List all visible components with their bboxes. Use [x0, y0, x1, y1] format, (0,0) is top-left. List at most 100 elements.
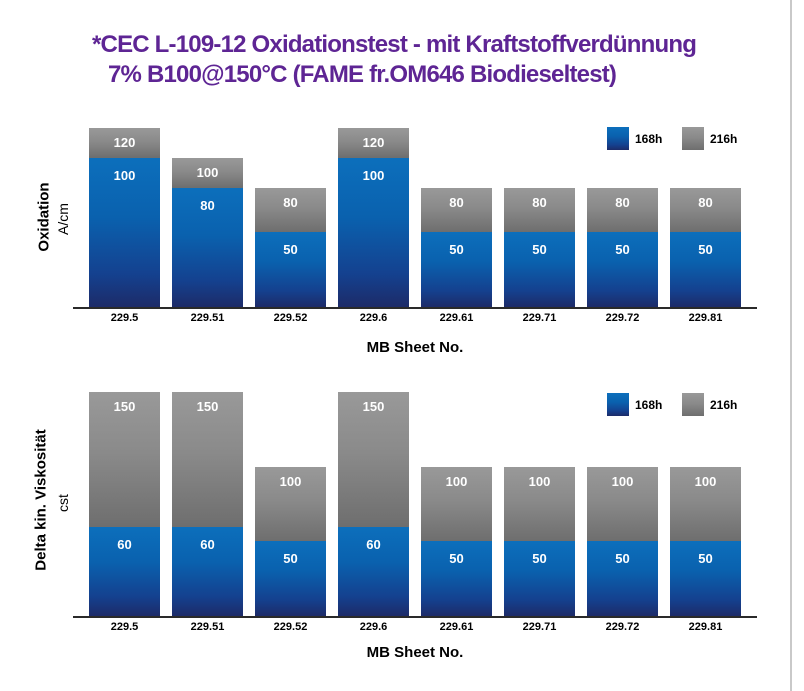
bar-value-216h: 100 [445, 474, 468, 489]
bar-value-216h: 100 [611, 474, 634, 489]
bar-segment-168h [172, 188, 243, 307]
bar-segment-216h [89, 392, 160, 527]
x-axis-line [73, 307, 757, 309]
bar-segment-216h [670, 188, 741, 232]
legend-label-216h: 216h [710, 398, 738, 412]
bar-segment-168h [255, 541, 326, 616]
bar-segment-168h [504, 541, 575, 616]
bar-segment-216h [504, 188, 575, 232]
x-tick-label: 229.6 [359, 312, 388, 324]
x-tick-label: 229.52 [273, 312, 308, 324]
bar-value-168h: 50 [532, 551, 547, 566]
bar-value-168h: 60 [366, 537, 381, 552]
bar-segment-168h [670, 232, 741, 307]
bar-segment-216h [587, 467, 658, 541]
bar-value-216h: 80 [615, 195, 630, 210]
x-tick-label: 229.61 [439, 312, 474, 324]
bar-value-168h: 50 [615, 551, 630, 566]
bar-value-168h: 50 [449, 242, 464, 257]
bar-value-168h: 50 [283, 242, 298, 257]
x-tick-label: 229.5 [110, 312, 139, 324]
y-axis-label: Oxidation [35, 182, 53, 252]
legend-label-168h: 168h [635, 132, 663, 146]
bar-value-216h: 80 [698, 195, 713, 210]
bar-value-168h: 50 [449, 551, 464, 566]
bar-segment-216h [255, 467, 326, 541]
bar-segment-168h [421, 232, 492, 307]
bar-segment-216h [587, 188, 658, 232]
x-tick-label: 229.52 [273, 621, 308, 633]
bar-value-216h: 120 [113, 135, 136, 150]
legend-swatch-168h [607, 393, 629, 416]
chart-title-line2: 7% B100@150°C (FAME fr.OM646 Biodieselte… [108, 61, 617, 88]
bar-value-168h: 80 [200, 198, 215, 213]
bar-value-216h: 100 [196, 165, 219, 180]
bar-segment-216h [172, 392, 243, 527]
y-axis-unit-label: A/cm [55, 203, 71, 235]
bar-segment-216h [172, 158, 243, 188]
bar-segment-216h [670, 467, 741, 541]
x-axis-line [73, 616, 757, 618]
legend-label-168h: 168h [635, 398, 663, 412]
bar-value-168h: 50 [615, 242, 630, 257]
bar-value-168h: 50 [698, 551, 713, 566]
bar-segment-216h [504, 467, 575, 541]
bar-segment-216h [421, 467, 492, 541]
x-tick-label: 229.81 [688, 621, 723, 633]
x-tick-label: 229.71 [522, 621, 557, 633]
bar-value-216h: 100 [528, 474, 551, 489]
bar-value-168h: 60 [117, 537, 132, 552]
bar-value-168h: 60 [200, 537, 215, 552]
bar-value-168h: 50 [698, 242, 713, 257]
x-tick-label: 229.61 [439, 621, 474, 633]
bar-segment-168h [338, 158, 409, 307]
x-axis-title: MB Sheet No. [366, 339, 464, 356]
bar-segment-216h [338, 392, 409, 527]
y-axis-label: Delta kin. Viskosität [32, 429, 50, 571]
bar-value-168h: 100 [113, 168, 136, 183]
bar-value-168h: 100 [362, 168, 385, 183]
bar-value-216h: 80 [449, 195, 464, 210]
bar-value-216h: 150 [362, 399, 385, 414]
x-tick-label: 229.71 [522, 312, 557, 324]
bar-segment-216h [255, 188, 326, 232]
bar-segment-168h [504, 232, 575, 307]
x-tick-label: 229.72 [605, 621, 640, 633]
bar-segment-168h [338, 527, 409, 616]
bar-segment-168h [587, 541, 658, 616]
bar-segment-216h [89, 128, 160, 158]
bar-segment-216h [421, 188, 492, 232]
x-tick-label: 229.51 [190, 312, 225, 324]
x-tick-label: 229.6 [359, 621, 388, 633]
bar-segment-168h [89, 158, 160, 307]
x-tick-label: 229.5 [110, 621, 139, 633]
chart-title: *CEC L-109-12 Oxidationstest - mit Kraft… [92, 30, 792, 90]
bar-segment-216h [338, 128, 409, 158]
bar-value-168h: 50 [283, 551, 298, 566]
bar-segment-168h [255, 232, 326, 307]
bar-value-216h: 120 [362, 135, 385, 150]
x-axis-title: MB Sheet No. [366, 644, 464, 661]
bar-value-216h: 150 [196, 399, 219, 414]
legend-swatch-216h [682, 127, 704, 150]
bar-segment-168h [587, 232, 658, 307]
bar-value-216h: 100 [694, 474, 717, 489]
x-tick-label: 229.81 [688, 312, 723, 324]
y-axis-unit-label: cst [55, 494, 71, 512]
legend-swatch-216h [682, 393, 704, 416]
x-tick-label: 229.72 [605, 312, 640, 324]
bar-value-216h: 80 [532, 195, 547, 210]
chart-title-line1: *CEC L-109-12 Oxidationstest - mit Kraft… [92, 31, 697, 58]
bar-segment-168h [172, 527, 243, 616]
page-edge-line [790, 0, 792, 691]
bar-value-168h: 50 [532, 242, 547, 257]
legend-swatch-168h [607, 127, 629, 150]
bar-segment-168h [421, 541, 492, 616]
bar-segment-168h [670, 541, 741, 616]
bar-value-216h: 150 [113, 399, 136, 414]
legend-label-216h: 216h [710, 132, 738, 146]
bar-value-216h: 80 [283, 195, 298, 210]
